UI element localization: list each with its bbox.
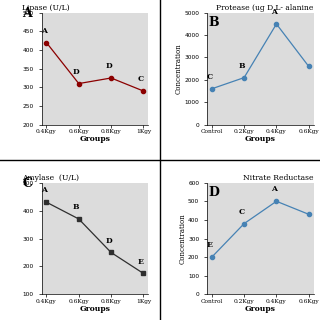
Text: Protease (ug D,L- alanine: Protease (ug D,L- alanine xyxy=(216,4,314,12)
Text: B: B xyxy=(208,16,219,29)
Text: B: B xyxy=(238,62,245,70)
Text: A: A xyxy=(271,186,277,194)
X-axis label: Groups: Groups xyxy=(79,135,110,143)
Text: D: D xyxy=(105,237,112,245)
Text: E: E xyxy=(138,258,144,266)
Text: C: C xyxy=(206,73,212,81)
Text: D: D xyxy=(105,62,112,70)
X-axis label: Groups: Groups xyxy=(79,305,110,313)
Text: C: C xyxy=(22,177,32,190)
Text: D: D xyxy=(73,68,80,76)
Y-axis label: Concentration: Concentration xyxy=(175,43,183,94)
Text: B: B xyxy=(73,203,79,211)
Text: A: A xyxy=(271,8,277,16)
Text: Nitrate Reductase: Nitrate Reductase xyxy=(243,174,314,182)
Text: A: A xyxy=(41,27,47,35)
Text: Lipase (U/L): Lipase (U/L) xyxy=(22,4,70,12)
Text: C: C xyxy=(238,208,244,216)
Text: C: C xyxy=(138,75,144,83)
X-axis label: Groups: Groups xyxy=(245,305,276,313)
Y-axis label: Concentration: Concentration xyxy=(179,213,187,264)
Text: A: A xyxy=(41,186,47,194)
Text: E: E xyxy=(206,241,212,249)
X-axis label: Groups: Groups xyxy=(245,135,276,143)
Text: Amylase  (U/L): Amylase (U/L) xyxy=(22,174,79,182)
Text: D: D xyxy=(208,186,219,199)
Text: A: A xyxy=(22,7,32,20)
